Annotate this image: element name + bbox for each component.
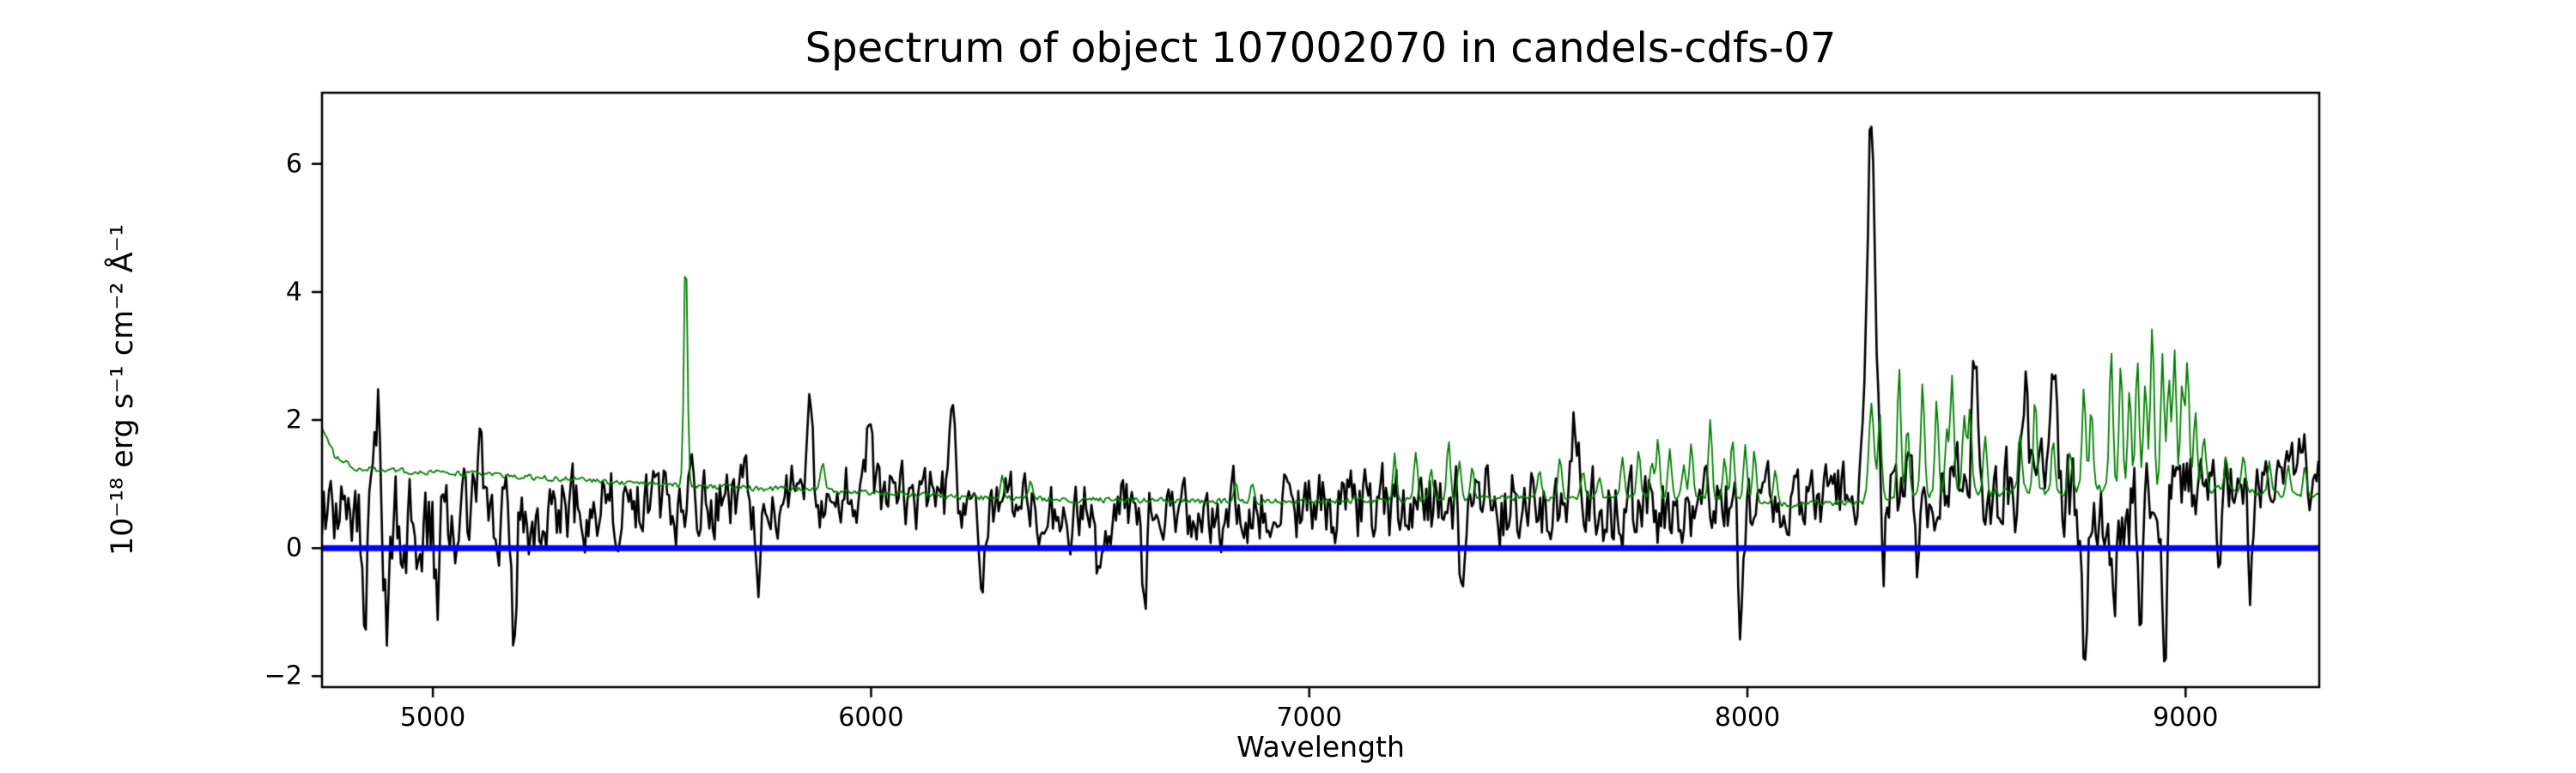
x-tick-label: 5000: [399, 703, 466, 733]
x-tick-label: 7000: [1276, 703, 1342, 733]
y-tick-label: 4: [285, 277, 302, 307]
x-axis-label: Wavelength: [1236, 730, 1405, 764]
x-tick-label: 9000: [2153, 703, 2219, 733]
y-tick-label: −2: [264, 660, 302, 691]
y-tick-label: 6: [285, 149, 302, 180]
x-tick-label: 6000: [838, 703, 904, 733]
y-tick-label: 0: [285, 533, 302, 563]
y-axis-label: 10⁻¹⁸ erg s⁻¹ cm⁻² Å⁻¹: [106, 223, 140, 557]
x-tick-label: 8000: [1714, 703, 1781, 733]
chart-title: Spectrum of object 107002070 in candels-…: [805, 24, 1837, 72]
y-tick-label: 2: [285, 405, 302, 435]
